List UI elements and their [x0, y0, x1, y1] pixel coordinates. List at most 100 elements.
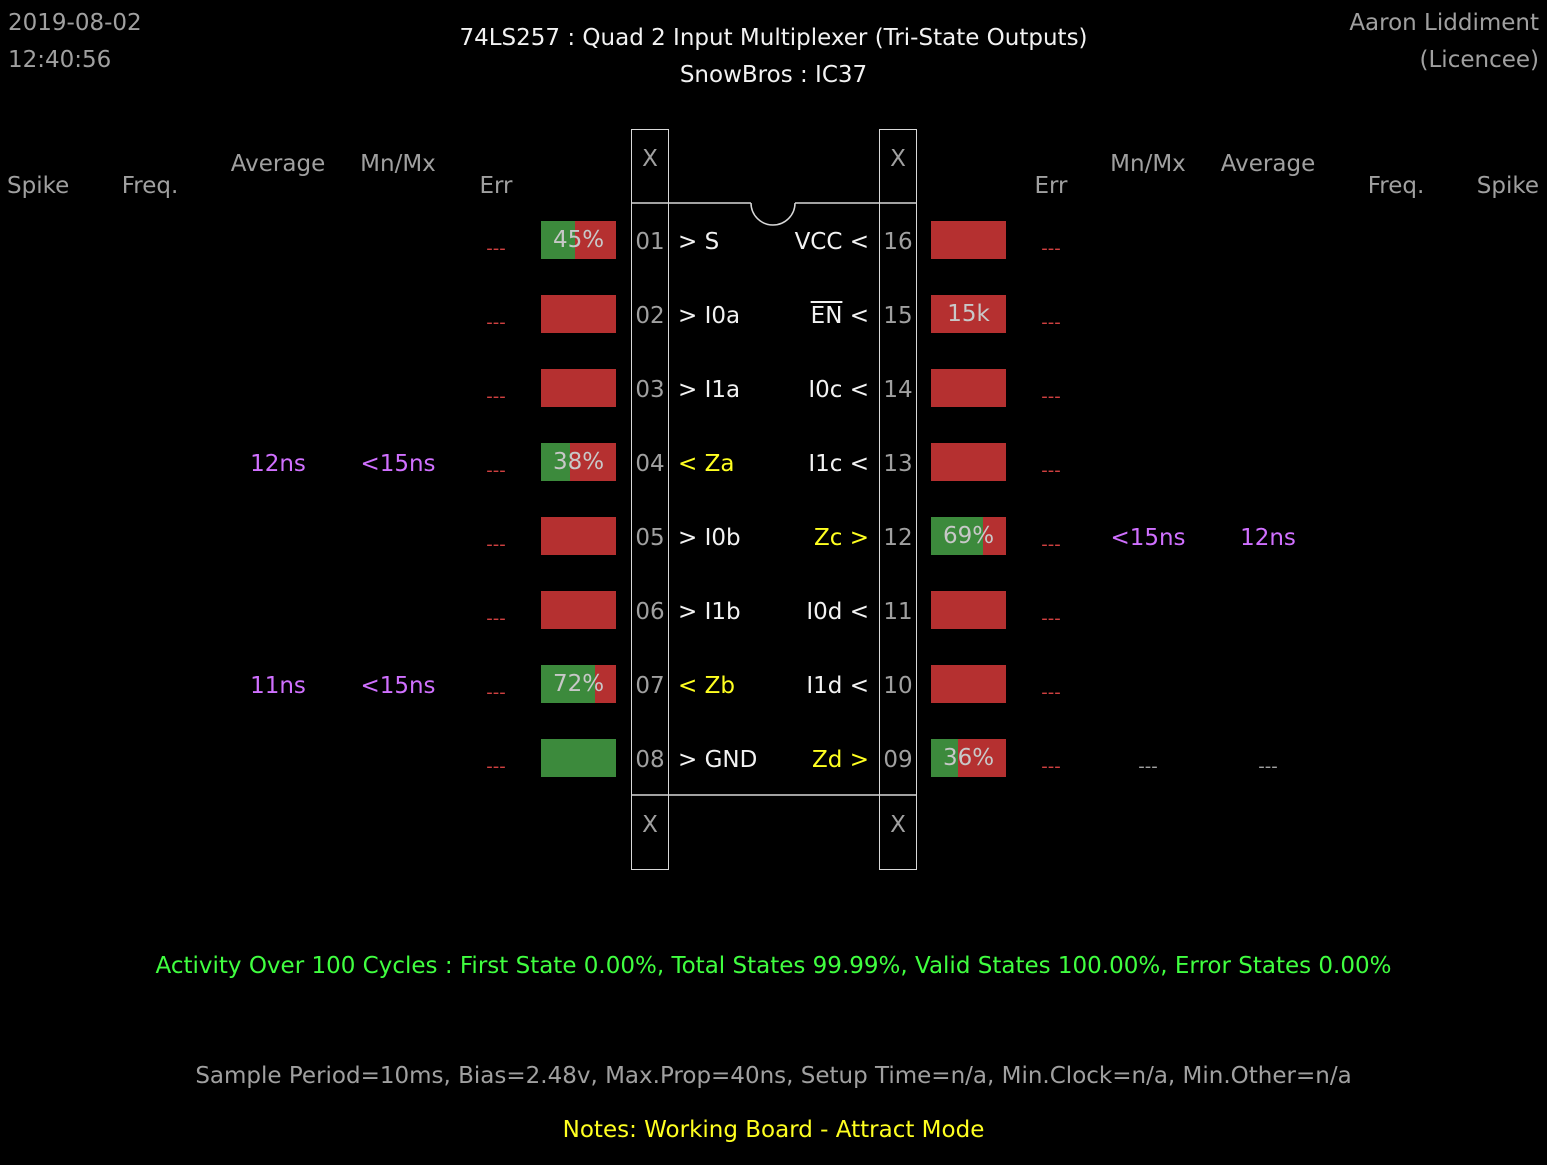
- left-pin-03-number: 03: [635, 377, 665, 403]
- right-pin-12-activity-bar: 69%: [931, 517, 1006, 555]
- chip-bottom-right-x: X: [890, 812, 906, 838]
- left-pin-07-err: ---: [486, 682, 506, 703]
- right-col-err: Err: [1034, 173, 1068, 199]
- left-pin-01-activity-bar-fill: [541, 221, 575, 259]
- right-pin-12-activity-bar-text: 69%: [942, 523, 995, 549]
- left-pin-03-label: > I1a: [678, 377, 741, 403]
- right-col-spike: Spike: [1476, 173, 1539, 199]
- right-pin-09-activity-bar-text: 36%: [942, 745, 995, 771]
- right-pin-11-err: ---: [1041, 608, 1061, 629]
- chip-right-pin-column: [879, 129, 917, 870]
- right-pin-16-err: ---: [1041, 238, 1061, 259]
- left-pin-02-label: > I0a: [678, 303, 741, 329]
- left-pin-02-err: ---: [486, 312, 506, 333]
- left-pin-08-label: > GND: [678, 747, 758, 773]
- left-pin-05-number: 05: [635, 525, 665, 551]
- left-pin-04-label: < Za: [678, 451, 735, 477]
- right-pin-12-label: Zc >: [814, 525, 869, 551]
- chip-bottom-left-x: X: [642, 812, 658, 838]
- right-pin-12-err: ---: [1041, 534, 1061, 555]
- left-pin-05-err: ---: [486, 534, 506, 555]
- board-notes: Notes: Working Board - Attract Mode: [562, 1117, 985, 1143]
- sample-parameters: Sample Period=10ms, Bias=2.48v, Max.Prop…: [195, 1063, 1352, 1089]
- left-pin-07-activity-bar: 72%: [541, 665, 616, 703]
- right-pin-15-err: ---: [1041, 312, 1061, 333]
- left-pin-06-err: ---: [486, 608, 506, 629]
- right-pin-15-activity-bar: 15k: [931, 295, 1006, 333]
- left-pin-06-activity-bar: [541, 591, 616, 629]
- left-col-average: Average: [230, 151, 326, 177]
- right-pin-11-activity-bar: [931, 591, 1006, 629]
- right-pin-15-activity-bar-text: 15k: [947, 301, 990, 327]
- left-pin-07-activity-bar-fill: [541, 665, 595, 703]
- right-pin-13-activity-bar: [931, 443, 1006, 481]
- right-pin-14-number: 14: [883, 377, 913, 403]
- left-pin-02-activity-bar: [541, 295, 616, 333]
- left-pin-04-activity-bar: 38%: [541, 443, 616, 481]
- right-pin-09-label: Zd >: [812, 747, 869, 773]
- right-pin-10-number: 10: [883, 673, 913, 699]
- left-pin-04-mnmx: <15ns: [360, 451, 436, 477]
- time-label: 12:40:56: [8, 47, 112, 73]
- chip-top-left-x: X: [642, 146, 658, 172]
- left-pin-01-label: > S: [678, 229, 720, 255]
- right-pin-12-number: 12: [883, 525, 913, 551]
- right-pin-16-label: VCC <: [794, 229, 869, 255]
- right-pin-15-label: EN <: [811, 305, 869, 328]
- left-pin-04-err: ---: [486, 460, 506, 481]
- right-pin-13-number: 13: [883, 451, 913, 477]
- licence-label: (Licencee): [1419, 47, 1539, 73]
- left-pin-03-activity-bar: [541, 369, 616, 407]
- right-pin-10-activity-bar: [931, 665, 1006, 703]
- right-pin-09-activity-bar: 36%: [931, 739, 1006, 777]
- right-pin-14-label: I0c <: [808, 377, 869, 403]
- right-col-average: Average: [1220, 151, 1316, 177]
- right-pin-09-average: ---: [1258, 756, 1278, 777]
- date-label: 2019-08-02: [8, 10, 142, 36]
- right-pin-09-err: ---: [1041, 756, 1061, 777]
- right-col-mnmx: Mn/Mx: [1110, 151, 1186, 177]
- left-pin-01-activity-bar: 45%: [541, 221, 616, 259]
- left-pin-07-activity-bar-text: 72%: [552, 671, 605, 697]
- right-col-freq: Freq.: [1367, 173, 1425, 199]
- right-pin-11-label: I0d <: [806, 599, 869, 625]
- chip-top-right-x: X: [890, 146, 906, 172]
- left-pin-07-label: < Zb: [678, 673, 735, 699]
- left-pin-05-label: > I0b: [678, 525, 741, 551]
- right-pin-12-activity-bar-fill: [931, 517, 983, 555]
- activity-summary: Activity Over 100 Cycles : First State 0…: [155, 953, 1392, 979]
- left-pin-07-mnmx: <15ns: [360, 673, 436, 699]
- left-pin-01-err: ---: [486, 238, 506, 259]
- right-pin-13-label: I1c <: [808, 451, 869, 477]
- left-pin-06-label: > I1b: [678, 599, 741, 625]
- right-pin-14-err: ---: [1041, 386, 1061, 407]
- right-pin-13-err: ---: [1041, 460, 1061, 481]
- right-pin-11-number: 11: [883, 599, 913, 625]
- left-pin-04-number: 04: [635, 451, 665, 477]
- left-pin-08-err: ---: [486, 756, 506, 777]
- left-col-spike: Spike: [7, 173, 70, 199]
- left-pin-08-activity-bar: [541, 739, 616, 777]
- enable-overline-label: EN: [810, 303, 843, 329]
- right-pin-16-activity-bar: [931, 221, 1006, 259]
- right-pin-10-label: I1d <: [806, 673, 869, 699]
- right-pin-14-activity-bar: [931, 369, 1006, 407]
- left-pin-06-number: 06: [635, 599, 665, 625]
- right-pin-09-activity-bar-fill: [931, 739, 958, 777]
- left-pin-04-activity-bar-fill: [541, 443, 570, 481]
- enable-arrow: <: [842, 303, 869, 329]
- left-pin-08-activity-bar-fill: [541, 739, 616, 777]
- left-col-mnmx: Mn/Mx: [360, 151, 436, 177]
- right-pin-10-err: ---: [1041, 682, 1061, 703]
- right-pin-16-number: 16: [883, 229, 913, 255]
- left-col-err: Err: [479, 173, 513, 199]
- left-pin-07-average: 11ns: [250, 673, 306, 699]
- left-pin-02-number: 02: [635, 303, 665, 329]
- chip-left-pin-column: [631, 129, 669, 870]
- left-pin-03-err: ---: [486, 386, 506, 407]
- left-pin-01-number: 01: [635, 229, 665, 255]
- left-pin-04-activity-bar-text: 38%: [552, 449, 605, 475]
- left-col-freq: Freq.: [121, 173, 179, 199]
- right-pin-09-mnmx: ---: [1138, 756, 1158, 777]
- left-pin-08-number: 08: [635, 747, 665, 773]
